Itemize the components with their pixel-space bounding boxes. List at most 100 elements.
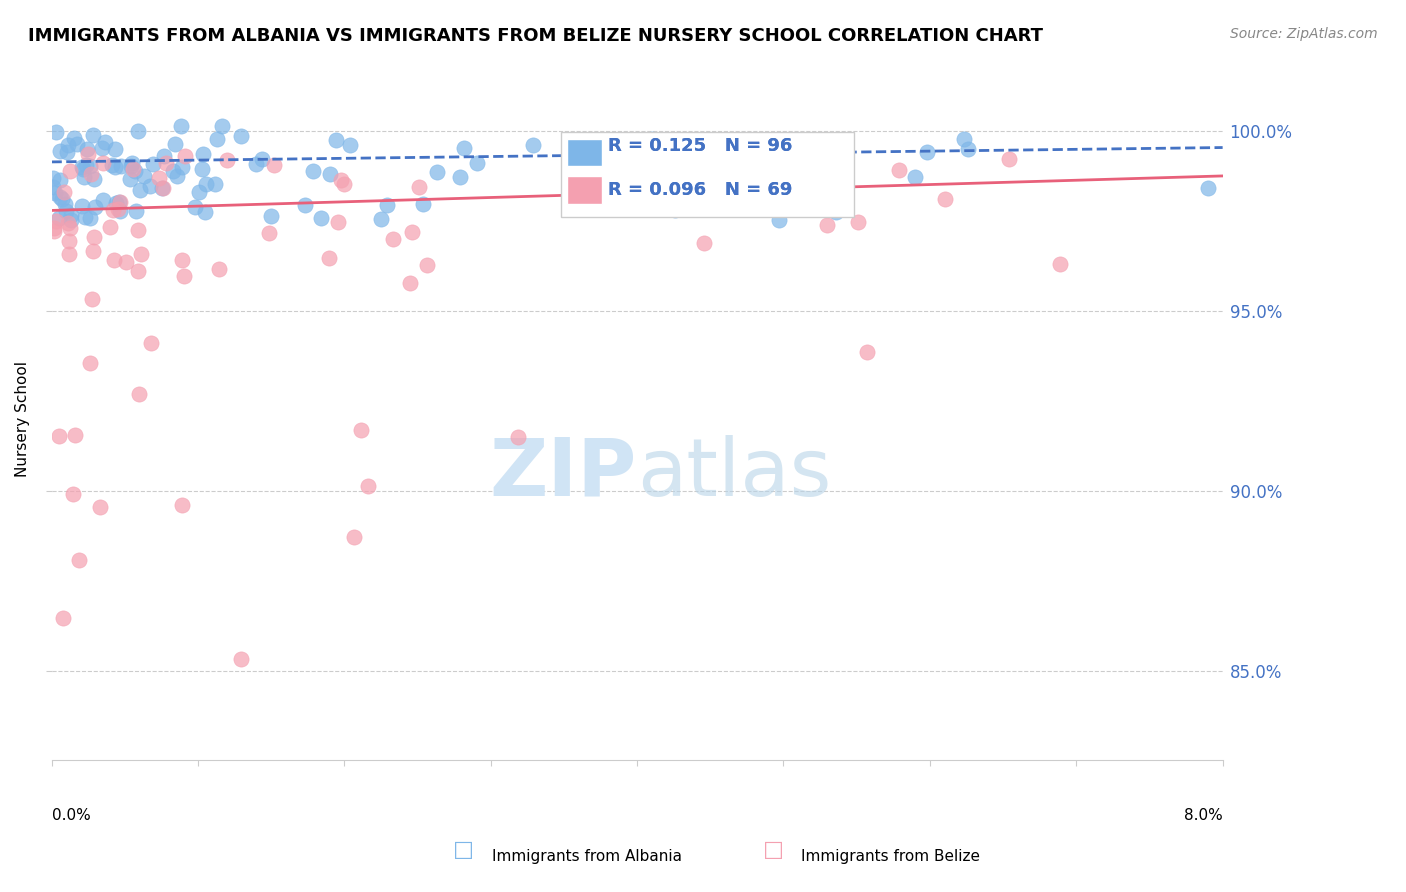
Point: [48, 429, 70, 443]
Point: [59, 208, 82, 222]
Point: [768, 212, 790, 227]
Point: [574, 155, 596, 169]
Point: [122, 161, 145, 176]
Point: [48, 145, 70, 159]
Point: [758, 185, 780, 199]
Point: [250, 152, 273, 166]
Point: [194, 205, 217, 219]
Point: [42, 223, 65, 237]
Point: [343, 529, 366, 543]
Point: [170, 120, 193, 134]
Point: [56, 145, 79, 160]
FancyBboxPatch shape: [567, 139, 602, 166]
Point: [142, 157, 165, 171]
Point: [107, 194, 129, 209]
Point: [70, 199, 93, 213]
Point: [127, 263, 149, 277]
Point: [125, 203, 148, 218]
Point: [103, 253, 125, 268]
Point: [450, 169, 472, 184]
Point: [339, 138, 361, 153]
Point: [66, 136, 89, 151]
Text: Immigrants from Albania: Immigrants from Albania: [492, 849, 682, 863]
Point: [522, 138, 544, 153]
Point: [76, 147, 98, 161]
Point: [103, 160, 125, 174]
Point: [506, 429, 529, 443]
Point: [60, 212, 83, 227]
Text: R = 0.125   N = 96: R = 0.125 N = 96: [607, 136, 792, 154]
Point: [114, 254, 136, 268]
Point: [62, 487, 84, 501]
Point: [101, 158, 124, 172]
Text: ZIP: ZIP: [489, 434, 637, 513]
Point: [128, 183, 150, 197]
Point: [101, 203, 124, 218]
Point: [915, 145, 938, 159]
Point: [401, 225, 423, 239]
Point: [382, 232, 405, 246]
Point: [215, 153, 238, 167]
Point: [173, 269, 195, 284]
Point: [641, 132, 664, 146]
Point: [107, 202, 129, 216]
Point: [59, 221, 82, 235]
Point: [118, 172, 141, 186]
Text: IMMIGRANTS FROM ALBANIA VS IMMIGRANTS FROM BELIZE NURSERY SCHOOL CORRELATION CHA: IMMIGRANTS FROM ALBANIA VS IMMIGRANTS FR…: [28, 27, 1043, 45]
Text: □: □: [454, 840, 474, 860]
Text: R = 0.096   N = 69: R = 0.096 N = 69: [607, 181, 792, 199]
Point: [319, 167, 342, 181]
Text: atlas: atlas: [637, 434, 831, 513]
Text: 8.0%: 8.0%: [1184, 808, 1223, 823]
Point: [127, 223, 149, 237]
Point: [52, 611, 75, 625]
Point: [90, 141, 112, 155]
Point: [572, 154, 595, 169]
Point: [191, 162, 214, 177]
Point: [121, 156, 143, 170]
Point: [139, 335, 162, 350]
Point: [855, 345, 877, 359]
Point: [398, 276, 420, 290]
Point: [166, 169, 188, 183]
Point: [124, 164, 146, 178]
Point: [148, 170, 170, 185]
Point: [195, 178, 218, 192]
Point: [129, 247, 152, 261]
Point: [132, 169, 155, 183]
Point: [375, 198, 398, 212]
Point: [56, 138, 79, 153]
Point: [51, 192, 73, 206]
Point: [84, 200, 107, 214]
Point: [664, 202, 686, 217]
Point: [139, 178, 162, 193]
Point: [208, 262, 231, 277]
Point: [1049, 258, 1071, 272]
Point: [79, 211, 101, 225]
Point: [56, 216, 79, 230]
Text: 0.0%: 0.0%: [52, 808, 90, 823]
Point: [416, 258, 439, 272]
Point: [815, 219, 838, 233]
Point: [294, 198, 316, 212]
Point: [957, 142, 980, 156]
Point: [408, 179, 430, 194]
Point: [797, 174, 820, 188]
Point: [89, 500, 111, 515]
Point: [467, 156, 489, 170]
Point: [152, 180, 174, 194]
Point: [231, 652, 253, 666]
Point: [172, 160, 194, 174]
Point: [63, 131, 86, 145]
Point: [204, 177, 226, 191]
Point: [94, 135, 117, 149]
Point: [825, 205, 848, 219]
Point: [1197, 181, 1219, 195]
Point: [48, 211, 70, 226]
Point: [83, 171, 105, 186]
Point: [58, 235, 80, 249]
Point: [357, 478, 380, 492]
Point: [104, 142, 127, 156]
Point: [75, 210, 97, 224]
Y-axis label: Nursery School: Nursery School: [15, 361, 30, 477]
